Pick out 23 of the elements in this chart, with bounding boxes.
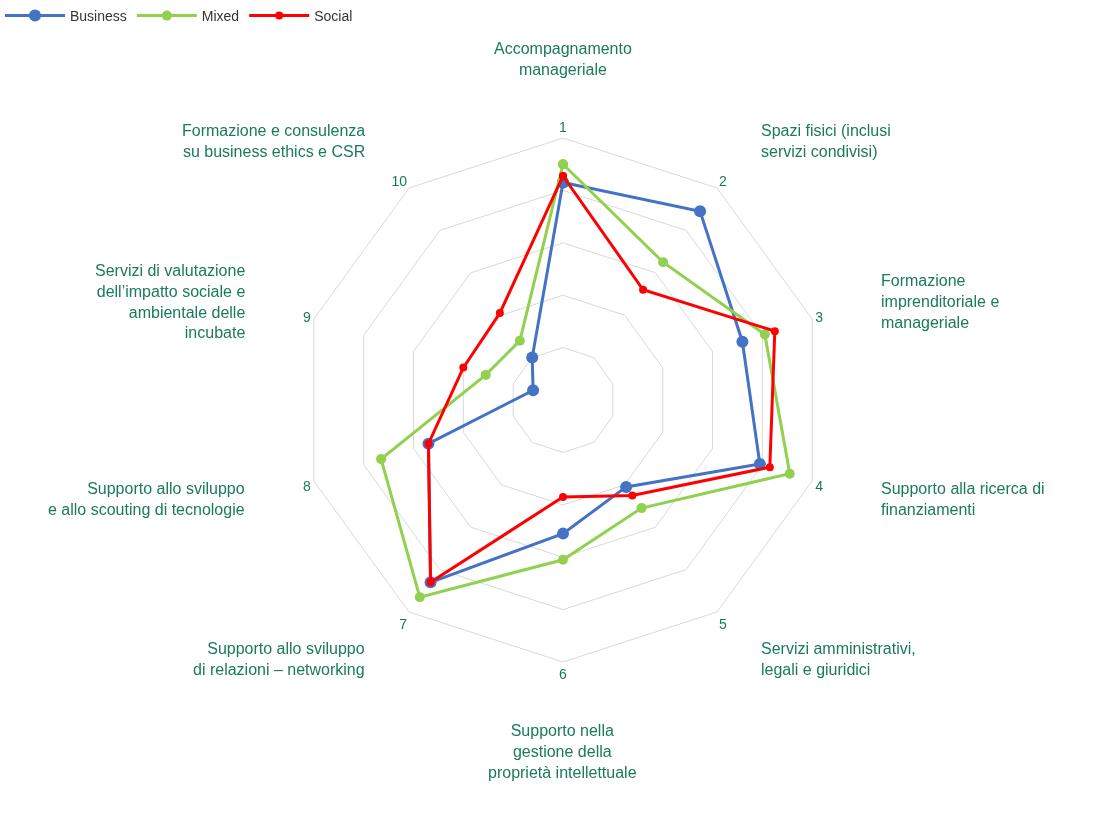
text: Formazione e consulenza su business ethics e CSR [182, 122, 366, 160]
text: Formazione imprenditoriale e manageriale [881, 272, 1000, 331]
text: Supporto nella gestione della proprietà intellettuale [488, 722, 637, 781]
spoke-label: 1 [559, 118, 568, 135]
spoke-label: 8 [302, 477, 311, 494]
spoke-label: 3 [815, 308, 824, 325]
text: Servizi di valutazione dell’impatto sociale e ambientale delle incubate [95, 262, 246, 342]
text: Spazi fisici (inclusi servizi condivisi) [761, 122, 891, 160]
spoke-label: 5 [718, 615, 727, 632]
spoke-label: 7 [399, 615, 408, 632]
legend-label: Business [70, 8, 127, 25]
spoke-label: 9 [302, 308, 311, 325]
text: Supporto alla ricerca di finanziamenti [881, 480, 1045, 518]
text: Accompagnamento manageriale [494, 40, 632, 78]
spoke-label: 10 [391, 172, 408, 189]
spoke-label: 6 [559, 666, 568, 683]
text: Supporto allo sviluppo e allo scouting di tecnologie [48, 480, 245, 518]
text: Supporto allo sviluppo di relazioni – networking [193, 640, 365, 678]
legend-label: Social [314, 8, 353, 25]
text: Servizi amministrativi, legali e giuridici [761, 640, 916, 678]
legend-label: Mixed [201, 8, 240, 25]
spoke-label: 2 [718, 172, 727, 189]
spoke-label: 4 [815, 477, 824, 494]
